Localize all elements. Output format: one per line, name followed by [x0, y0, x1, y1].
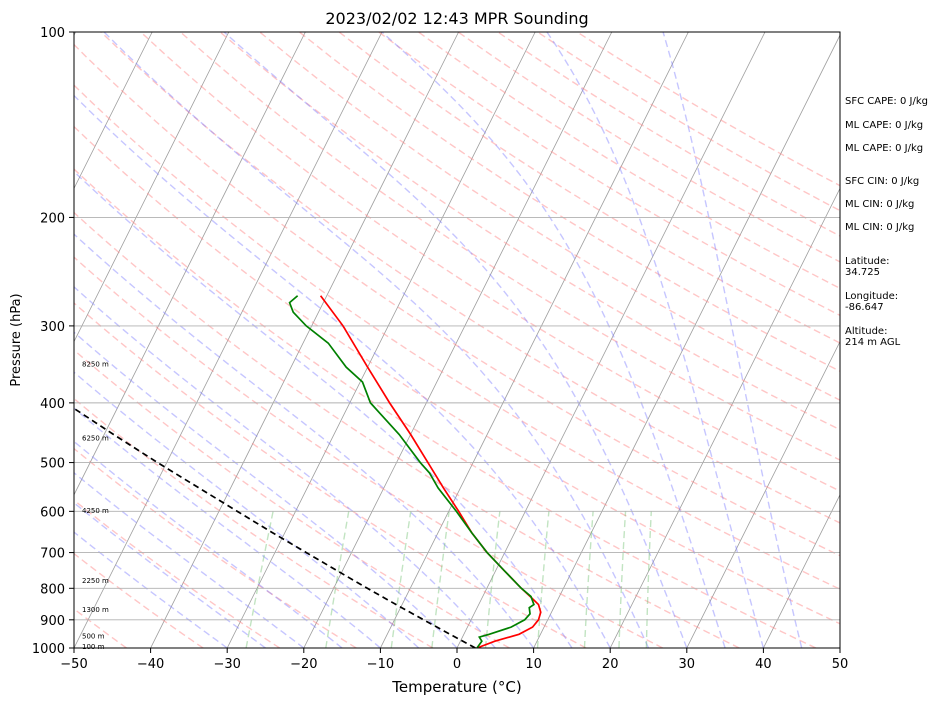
- y-axis-ticks: 100 200 300 400 500 600 700 800 900 1000: [32, 26, 74, 657]
- y-tick-label: 500: [40, 457, 65, 472]
- dry-adiabat-line: [74, 499, 281, 648]
- moist-adiabat-line: [74, 407, 381, 648]
- moist-adiabat-line: [74, 471, 305, 648]
- dry-adiabat-line: [74, 397, 434, 648]
- x-tick-label: −30: [213, 657, 240, 672]
- altitude-label: Altitude:: [845, 326, 887, 337]
- dry-adiabat-line: [74, 302, 587, 648]
- moist-adiabat-line: [74, 170, 573, 648]
- x-axis-label: Temperature (°C): [391, 678, 521, 696]
- y-tick-label: 300: [40, 320, 65, 335]
- height-label: 8250 m: [82, 360, 109, 368]
- x-tick-label: 20: [602, 657, 619, 672]
- height-label: 2250 m: [82, 577, 109, 585]
- moist-adiabat-line: [546, 32, 765, 648]
- isotherm-line: [380, 32, 689, 648]
- dewpoint-line: [288, 295, 535, 648]
- dry-adiabat-line: [219, 32, 840, 431]
- ml-cin-text: ML CIN: 0 J/kg: [845, 222, 914, 233]
- isotherm-line: [74, 32, 306, 496]
- background-lines: [74, 32, 840, 648]
- moist-adiabat-line: [381, 32, 726, 648]
- moist-adiabat-line: [74, 440, 343, 648]
- sfc-cin-text: SFC CIN: 0 J/kg: [845, 176, 919, 187]
- dry-adiabat-line: [74, 43, 840, 557]
- height-label: 4250 m: [82, 507, 109, 515]
- x-tick-label: −10: [367, 657, 394, 672]
- moist-adiabat-line: [74, 371, 420, 648]
- dry-adiabat-line: [74, 447, 357, 648]
- moist-adiabat-line: [223, 32, 688, 648]
- dry-adiabat-line: [100, 32, 840, 524]
- dry-adiabat-line: [74, 84, 840, 590]
- x-tick-label: 50: [832, 657, 849, 672]
- side-annotations: SFC CAPE: 0 J/kg ML CAPE: 0 J/kg ML CAPE…: [845, 96, 928, 348]
- y-axis-label: Pressure (hPa): [9, 293, 24, 386]
- x-tick-label: 10: [525, 657, 542, 672]
- isotherm-line: [74, 32, 230, 343]
- ml-cin-text: ML CIN: 0 J/kg: [845, 199, 914, 210]
- height-label: 1300 m: [82, 606, 109, 614]
- dry-adiabat-line: [74, 125, 840, 625]
- y-tick-label: 700: [40, 547, 65, 562]
- parcel-path-line: [74, 407, 476, 648]
- y-tick-label: 900: [40, 614, 65, 629]
- isotherm-line: [609, 187, 840, 648]
- dry-adiabat-line: [179, 32, 840, 461]
- isotherm-line: [150, 32, 459, 648]
- x-tick-label: 30: [679, 657, 696, 672]
- isotherm-line: [533, 34, 840, 648]
- sounding-series: [74, 295, 542, 648]
- sfc-cape-text: SFC CAPE: 0 J/kg: [845, 96, 928, 107]
- moist-adiabat-line: [103, 32, 650, 648]
- isotherm-line: [226, 32, 536, 648]
- ml-cape-text: ML CAPE: 0 J/kg: [845, 120, 923, 131]
- height-labels: 8250 m 6250 m 4250 m 2250 m 1300 m 500 m 100 m: [82, 360, 109, 651]
- x-tick-label: −20: [290, 657, 317, 672]
- y-tick-label: 1000: [32, 642, 65, 657]
- isotherm-line: [74, 32, 153, 190]
- altitude-value: 214 m AGL: [845, 337, 901, 348]
- height-label: 500 m: [82, 633, 105, 641]
- y-tick-label: 800: [40, 582, 65, 597]
- dry-adiabat-line: [140, 32, 840, 492]
- moist-adiabat-line: [74, 285, 496, 648]
- ml-cape-text: ML CAPE: 0 J/kg: [845, 143, 923, 154]
- dry-adiabat-line: [74, 256, 663, 648]
- isotherm-line: [303, 32, 613, 648]
- longitude-label: Longitude:: [845, 291, 898, 302]
- isotherm-line: [763, 493, 840, 648]
- dry-adiabat-line: [74, 211, 740, 648]
- height-label: 6250 m: [82, 434, 109, 442]
- isotherm-line: [686, 340, 840, 648]
- x-tick-label: −50: [60, 657, 87, 672]
- latitude-label: Latitude:: [845, 256, 890, 267]
- dry-adiabat-line: [418, 32, 840, 290]
- x-tick-label: −40: [137, 657, 164, 672]
- moist-adiabat-line: [74, 331, 458, 648]
- height-label: 100 m: [82, 643, 105, 651]
- dry-adiabat-line: [74, 168, 817, 648]
- y-tick-label: 200: [40, 211, 65, 226]
- moist-adiabat-line: [662, 32, 803, 648]
- x-axis-ticks: −50 −40 −30 −20 −10 0 10 20 30 40 50: [60, 648, 848, 672]
- y-tick-label: 600: [40, 505, 65, 520]
- isotherm-line: [456, 32, 766, 648]
- x-tick-label: 0: [453, 657, 461, 672]
- chart-title: 2023/02/02 12:43 MPR Sounding: [325, 9, 588, 28]
- isotherm-line: [74, 32, 383, 648]
- x-tick-label: 40: [755, 657, 772, 672]
- dry-adiabat-line: [74, 349, 510, 648]
- moist-adiabat-line: [74, 94, 611, 648]
- moist-adiabat-line: [74, 233, 535, 648]
- y-tick-label: 400: [40, 397, 65, 412]
- longitude-value: -86.647: [845, 302, 884, 313]
- y-tick-label: 100: [40, 26, 65, 41]
- latitude-value: 34.725: [845, 267, 880, 278]
